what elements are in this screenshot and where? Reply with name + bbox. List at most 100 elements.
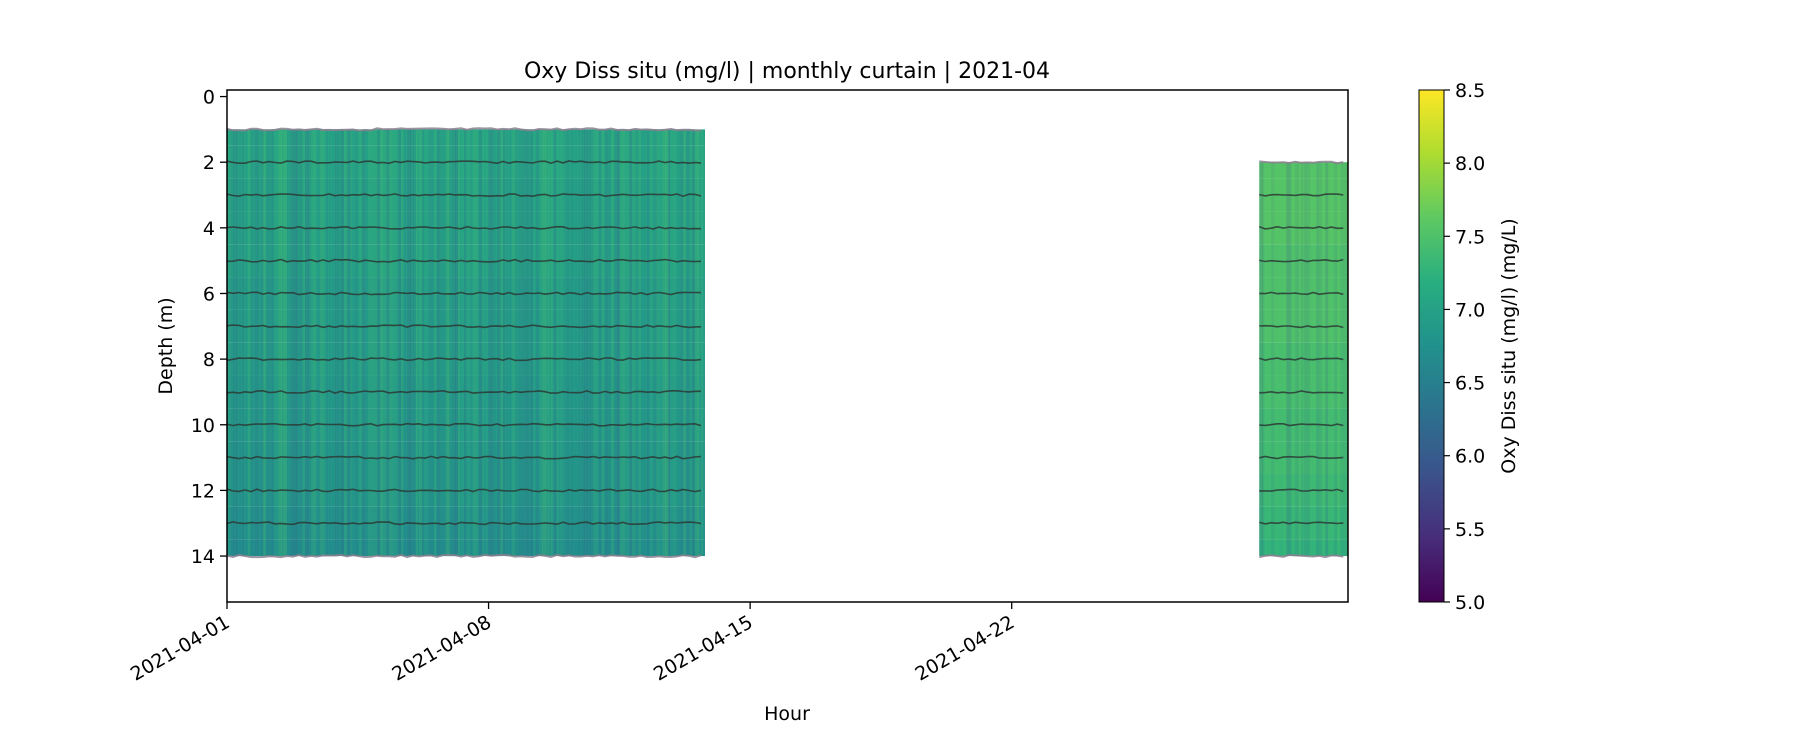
streak bbox=[668, 129, 670, 557]
streak bbox=[671, 129, 675, 557]
sensor-trace bbox=[1259, 258, 1344, 263]
streak bbox=[650, 129, 653, 557]
streak bbox=[473, 129, 476, 557]
streak bbox=[329, 129, 331, 557]
streak bbox=[554, 129, 556, 557]
streak bbox=[440, 129, 443, 557]
streak bbox=[305, 129, 309, 557]
streak bbox=[689, 129, 693, 557]
y-axis-label: Depth (m) bbox=[155, 297, 177, 394]
streak bbox=[260, 129, 264, 557]
streak bbox=[638, 129, 641, 557]
colorbar-tick-label: 8.5 bbox=[1455, 80, 1485, 102]
streak bbox=[230, 129, 234, 557]
colorbar-label: Oxy Diss situ (mg/l) (mg/L) bbox=[1498, 218, 1520, 473]
sensor-trace bbox=[1259, 357, 1344, 362]
streak bbox=[431, 129, 434, 557]
streak bbox=[599, 129, 601, 557]
streak bbox=[389, 129, 392, 557]
colorbar-axis: 5.0 5.5 6.0 6.5 7.0 7.5 8.0 8.5 bbox=[1444, 80, 1485, 614]
streak bbox=[413, 129, 416, 557]
streak bbox=[521, 129, 524, 557]
x-axis-label: Hour bbox=[764, 703, 810, 725]
streak bbox=[428, 129, 431, 557]
streak bbox=[302, 129, 305, 557]
streak bbox=[479, 129, 482, 557]
streak bbox=[503, 129, 505, 557]
streak bbox=[518, 129, 521, 557]
streak bbox=[506, 129, 508, 557]
streak bbox=[272, 129, 274, 557]
streak bbox=[458, 129, 460, 557]
sensor-trace bbox=[227, 521, 702, 526]
streak bbox=[374, 129, 378, 557]
plot-frame bbox=[226, 89, 1349, 603]
streak bbox=[299, 129, 303, 557]
streak bbox=[239, 129, 241, 557]
streak bbox=[452, 129, 456, 557]
sensor-trace bbox=[227, 455, 702, 460]
streak bbox=[446, 129, 450, 557]
streak bbox=[512, 129, 516, 557]
streak bbox=[533, 129, 535, 557]
streak bbox=[581, 129, 585, 557]
streak bbox=[605, 129, 608, 557]
streak bbox=[341, 129, 344, 557]
streak bbox=[653, 129, 657, 557]
streak bbox=[683, 129, 686, 557]
streak bbox=[1346, 162, 1348, 557]
streak bbox=[545, 129, 549, 557]
y-tick-label: 12 bbox=[191, 480, 215, 502]
streak bbox=[401, 129, 403, 557]
streak bbox=[590, 129, 594, 557]
sensor-trace bbox=[227, 225, 702, 230]
streak bbox=[422, 129, 424, 557]
streak bbox=[1265, 162, 1268, 557]
sensor-trace bbox=[1259, 324, 1344, 329]
streak bbox=[1343, 162, 1348, 557]
streak bbox=[335, 129, 339, 557]
streak bbox=[287, 129, 289, 557]
streak bbox=[242, 129, 244, 557]
streak bbox=[665, 129, 669, 557]
sensor-trace bbox=[227, 291, 702, 296]
streak bbox=[371, 129, 374, 557]
sensor-trace bbox=[1259, 193, 1344, 197]
x-tick-label: 2021-04-08 bbox=[388, 611, 495, 685]
streak bbox=[314, 129, 316, 557]
streak bbox=[326, 129, 328, 557]
streak bbox=[245, 129, 247, 557]
streak bbox=[392, 129, 395, 557]
streak bbox=[587, 129, 591, 557]
streak bbox=[623, 129, 625, 557]
streak bbox=[395, 129, 399, 557]
streak bbox=[383, 129, 387, 557]
streak bbox=[356, 129, 358, 557]
streak bbox=[254, 129, 258, 557]
colorbar-tick-label: 5.5 bbox=[1455, 519, 1485, 541]
sensor-trace bbox=[1259, 455, 1344, 460]
streak bbox=[386, 129, 390, 557]
streak bbox=[509, 129, 511, 557]
sensor-trace bbox=[227, 357, 702, 362]
streak bbox=[248, 129, 250, 557]
streak bbox=[443, 129, 447, 557]
streak bbox=[566, 129, 569, 557]
streak bbox=[557, 129, 559, 557]
streak bbox=[695, 129, 699, 557]
sensor-trace bbox=[1259, 422, 1344, 427]
streak bbox=[338, 129, 341, 557]
streak bbox=[404, 129, 406, 557]
streak bbox=[308, 129, 312, 557]
streak bbox=[407, 129, 411, 557]
streak bbox=[284, 129, 287, 557]
colorbar-tick-label: 7.0 bbox=[1455, 299, 1485, 321]
streak bbox=[602, 129, 604, 557]
streak bbox=[275, 129, 277, 557]
streak bbox=[497, 129, 501, 557]
streak bbox=[614, 129, 618, 557]
colorbar-tick-label: 7.5 bbox=[1455, 226, 1485, 248]
sensor-trace bbox=[1259, 291, 1344, 296]
